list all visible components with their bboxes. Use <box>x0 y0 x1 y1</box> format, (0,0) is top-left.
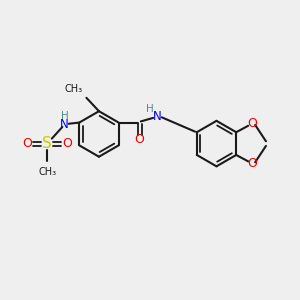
Text: S: S <box>42 136 52 152</box>
Text: O: O <box>247 157 257 170</box>
Text: O: O <box>63 137 73 150</box>
Text: O: O <box>247 117 257 130</box>
Text: CH₃: CH₃ <box>64 84 82 94</box>
Text: N: N <box>153 110 162 123</box>
Text: H: H <box>146 103 154 114</box>
Text: O: O <box>135 133 145 146</box>
Text: O: O <box>22 137 32 150</box>
Text: N: N <box>60 118 69 130</box>
Text: CH₃: CH₃ <box>38 167 56 177</box>
Text: H: H <box>61 111 68 121</box>
